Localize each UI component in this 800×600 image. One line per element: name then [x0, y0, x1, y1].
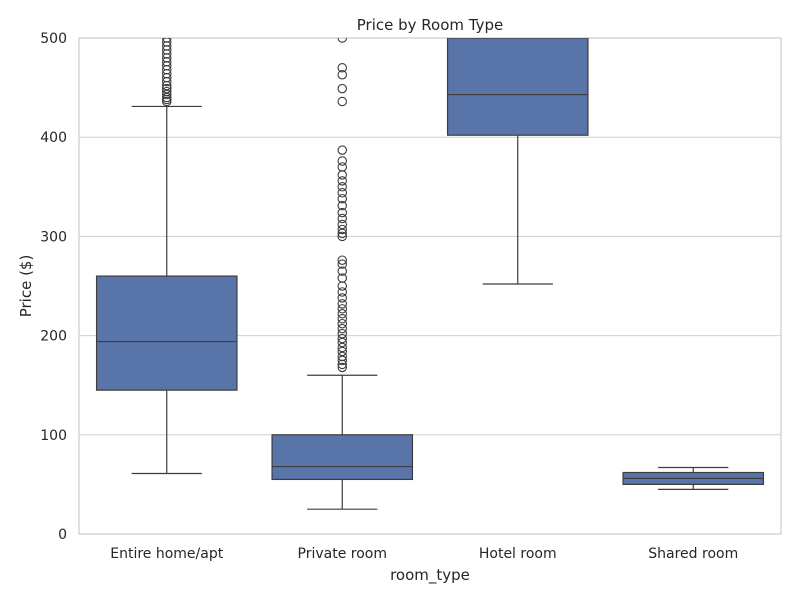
outlier-point — [337, 299, 347, 309]
plot-frame — [78, 37, 782, 535]
outlier-point — [337, 170, 347, 180]
outlier-point — [337, 304, 347, 314]
outlier-point — [337, 145, 347, 155]
outlier-point — [337, 328, 347, 339]
outlier-point — [337, 313, 347, 324]
outlier-point — [337, 182, 347, 192]
outlier-point — [337, 69, 347, 80]
outlier-point — [337, 318, 347, 329]
outlier-point — [337, 309, 347, 319]
y-tick-label: 0 — [58, 527, 67, 543]
outlier-point — [337, 176, 347, 186]
outlier-point — [337, 259, 347, 269]
x-axis-label: room_type — [390, 566, 470, 585]
outlier-point — [337, 193, 347, 204]
box-group — [446, 38, 589, 285]
outlier-point — [337, 83, 347, 94]
outlier-point — [162, 83, 172, 94]
outlier-point — [337, 156, 347, 166]
outlier-point — [337, 224, 347, 235]
outlier-point — [337, 38, 347, 43]
chart-title: Price by Room Type — [357, 16, 503, 34]
box-group — [95, 38, 238, 475]
outlier-point — [162, 86, 172, 97]
outlier-point — [337, 273, 347, 283]
tick-labels: 0 100 200 300 400 500 Entire home/apt Private r… — [40, 31, 738, 562]
box-group — [622, 466, 765, 490]
outlier-point — [337, 213, 347, 224]
x-tick-label: Private room — [298, 546, 387, 562]
box-group — [271, 38, 414, 510]
outlier-point — [337, 96, 347, 107]
iqr-box — [271, 434, 414, 481]
outlier-point — [337, 293, 347, 303]
outlier-point — [337, 333, 347, 344]
outlier-point — [337, 231, 347, 242]
iqr-box — [95, 275, 238, 391]
x-tick-label: Shared room — [648, 546, 738, 562]
outlier-point — [337, 200, 347, 211]
outlier-point — [337, 63, 347, 73]
y-axis-label: Price ($) — [17, 255, 35, 318]
outlier-point — [337, 255, 347, 265]
outlier-point — [337, 281, 347, 291]
y-tick-label: 500 — [40, 31, 67, 47]
outlier-point — [162, 38, 172, 47]
outlier-point — [337, 207, 347, 218]
outlier-point — [337, 188, 347, 198]
y-tick-label: 400 — [40, 130, 67, 146]
x-tick-label: Entire home/apt — [110, 546, 223, 562]
outlier-point — [337, 219, 347, 230]
y-tick-label: 300 — [40, 229, 67, 245]
iqr-box — [446, 38, 589, 136]
x-tick-label: Hotel room — [479, 546, 557, 562]
outlier-point — [337, 266, 347, 276]
outlier-point — [337, 287, 347, 297]
boxes-layer — [95, 38, 765, 510]
outlier-point — [162, 94, 172, 105]
outlier-point — [337, 162, 347, 172]
outlier-point — [337, 362, 347, 373]
y-tick-label: 100 — [40, 428, 67, 444]
y-tick-label: 200 — [40, 329, 67, 345]
outlier-point — [162, 38, 172, 43]
outlier-point — [337, 323, 347, 334]
plot-border — [78, 37, 782, 535]
